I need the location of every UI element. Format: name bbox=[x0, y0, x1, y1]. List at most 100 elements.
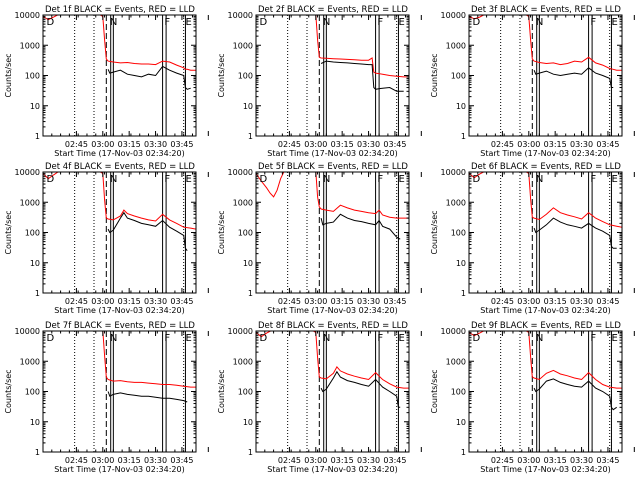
series-line-red bbox=[469, 15, 622, 71]
segment-letter: E bbox=[611, 333, 617, 344]
y-tick-label: 10 bbox=[30, 418, 40, 427]
y-tick-label: 1 bbox=[461, 289, 466, 298]
segment-letter: F bbox=[377, 333, 383, 344]
x-tick-label: 03:00 bbox=[304, 456, 327, 465]
x-tick-label: 03:30 bbox=[144, 140, 167, 149]
y-tick-label: 10 bbox=[456, 102, 466, 111]
x-tick-label: 03:15 bbox=[544, 297, 567, 306]
segment-letter: E bbox=[185, 333, 191, 344]
series-line-red bbox=[43, 172, 196, 230]
y-tick-label: 100 bbox=[25, 229, 40, 238]
segment-letter: N bbox=[323, 333, 330, 344]
y-tick-label: 10000 bbox=[15, 168, 40, 177]
x-tick-label: 03:00 bbox=[517, 456, 540, 465]
x-tick-label: 02:45 bbox=[278, 297, 301, 306]
segment-letter: N bbox=[323, 17, 330, 28]
x-tick-label: 03:45 bbox=[170, 456, 193, 465]
x-tick-label: 03:45 bbox=[170, 140, 193, 149]
y-tick-label: 1 bbox=[461, 132, 466, 141]
chart-title: Det 6f BLACK = Events, RED = LLD bbox=[471, 162, 621, 172]
x-tick-label: 03:00 bbox=[91, 140, 114, 149]
plot-frame bbox=[255, 330, 410, 453]
x-tick-label: 03:15 bbox=[118, 456, 141, 465]
series-line-red bbox=[256, 172, 409, 219]
x-axis-label: Start Time (17-Nov-03 02:34:20) bbox=[267, 306, 397, 315]
series-line-black bbox=[533, 217, 617, 249]
chart-panel-5: Det 5f BLACK = Events, RED = LLD D N F E 1 10 1… bbox=[217, 162, 422, 315]
x-axis-label: Start Time (17-Nov-03 02:34:20) bbox=[480, 306, 610, 315]
x-tick-label: 03:45 bbox=[383, 297, 406, 306]
plot-frame bbox=[255, 14, 410, 137]
y-tick-label: 10000 bbox=[441, 11, 466, 20]
segment-letter: E bbox=[611, 17, 617, 28]
chart-title: Det 7f BLACK = Events, RED = LLD bbox=[45, 321, 195, 331]
segment-letter: D bbox=[47, 17, 55, 28]
y-tick-label: 10000 bbox=[15, 327, 40, 336]
y-axis-label: Counts/sec bbox=[4, 369, 13, 413]
segment-letter: N bbox=[110, 17, 117, 28]
series-line-red bbox=[469, 172, 622, 228]
y-tick-label: 100 bbox=[238, 388, 253, 397]
segment-letter: F bbox=[377, 17, 383, 28]
x-tick-label: 03:45 bbox=[383, 140, 406, 149]
x-axis-label: Start Time (17-Nov-03 02:34:20) bbox=[480, 465, 610, 474]
plot-area bbox=[256, 331, 409, 452]
x-tick-label: 03:00 bbox=[304, 140, 327, 149]
chart-title: Det 2f BLACK = Events, RED = LLD bbox=[258, 5, 408, 15]
chart-panel-3: Det 3f BLACK = Events, RED = LLD D N F E 1 10 1… bbox=[430, 5, 635, 158]
segment-letter: N bbox=[536, 174, 543, 185]
chart-panel-1: Det 1f BLACK = Events, RED = LLD D N F E 1 10 1… bbox=[4, 5, 209, 158]
segment-letter: N bbox=[536, 333, 543, 344]
x-axis-label: Start Time (17-Nov-03 02:34:20) bbox=[480, 149, 610, 158]
chart-panel-6: Det 6f BLACK = Events, RED = LLD D N F E 1 10 1… bbox=[430, 162, 635, 315]
plot-frame bbox=[42, 330, 197, 453]
y-axis-label: Counts/sec bbox=[217, 210, 226, 254]
x-tick-label: 03:00 bbox=[517, 297, 540, 306]
x-tick-label: 03:15 bbox=[118, 140, 141, 149]
x-tick-label: 03:30 bbox=[570, 456, 593, 465]
plot-area bbox=[469, 15, 622, 136]
y-tick-label: 10000 bbox=[441, 327, 466, 336]
y-tick-label: 10 bbox=[243, 259, 253, 268]
plot-frame bbox=[468, 14, 623, 137]
segment-letter: E bbox=[398, 17, 404, 28]
segment-letter: D bbox=[260, 174, 268, 185]
x-tick-label: 02:45 bbox=[278, 140, 301, 149]
segment-letter: E bbox=[611, 174, 617, 185]
plot-area bbox=[43, 15, 196, 136]
x-tick-label: 03:30 bbox=[570, 297, 593, 306]
series-line-black bbox=[107, 65, 191, 90]
y-tick-label: 100 bbox=[451, 388, 466, 397]
plot-area bbox=[469, 172, 622, 293]
y-tick-label: 1000 bbox=[233, 357, 253, 366]
x-tick-label: 03:15 bbox=[544, 140, 567, 149]
y-tick-label: 10000 bbox=[228, 11, 253, 20]
plot-area bbox=[43, 172, 196, 293]
segment-letter: E bbox=[185, 174, 191, 185]
y-tick-label: 1000 bbox=[233, 198, 253, 207]
plot-area bbox=[287, 15, 409, 136]
x-tick-label: 03:00 bbox=[91, 297, 114, 306]
plot-frame bbox=[468, 171, 623, 294]
segment-letter: N bbox=[536, 17, 543, 28]
segment-letter: F bbox=[164, 17, 170, 28]
x-axis-label: Start Time (17-Nov-03 02:34:20) bbox=[54, 149, 184, 158]
segment-letter: D bbox=[473, 333, 481, 344]
y-tick-label: 1000 bbox=[20, 198, 40, 207]
y-axis-label: Counts/sec bbox=[4, 53, 13, 97]
x-tick-label: 03:15 bbox=[544, 456, 567, 465]
y-tick-label: 10 bbox=[30, 259, 40, 268]
segment-letter: D bbox=[260, 333, 268, 344]
y-tick-label: 1000 bbox=[20, 41, 40, 50]
plot-area bbox=[256, 172, 409, 293]
y-tick-label: 100 bbox=[451, 229, 466, 238]
plot-frame bbox=[42, 14, 197, 137]
segment-letter: N bbox=[110, 174, 117, 185]
x-tick-label: 03:15 bbox=[331, 297, 354, 306]
series-line-black bbox=[533, 67, 614, 88]
x-tick-label: 02:45 bbox=[65, 456, 88, 465]
x-axis-label: Start Time (17-Nov-03 02:34:20) bbox=[54, 306, 184, 315]
y-tick-label: 10 bbox=[243, 418, 253, 427]
y-tick-label: 10 bbox=[243, 102, 253, 111]
